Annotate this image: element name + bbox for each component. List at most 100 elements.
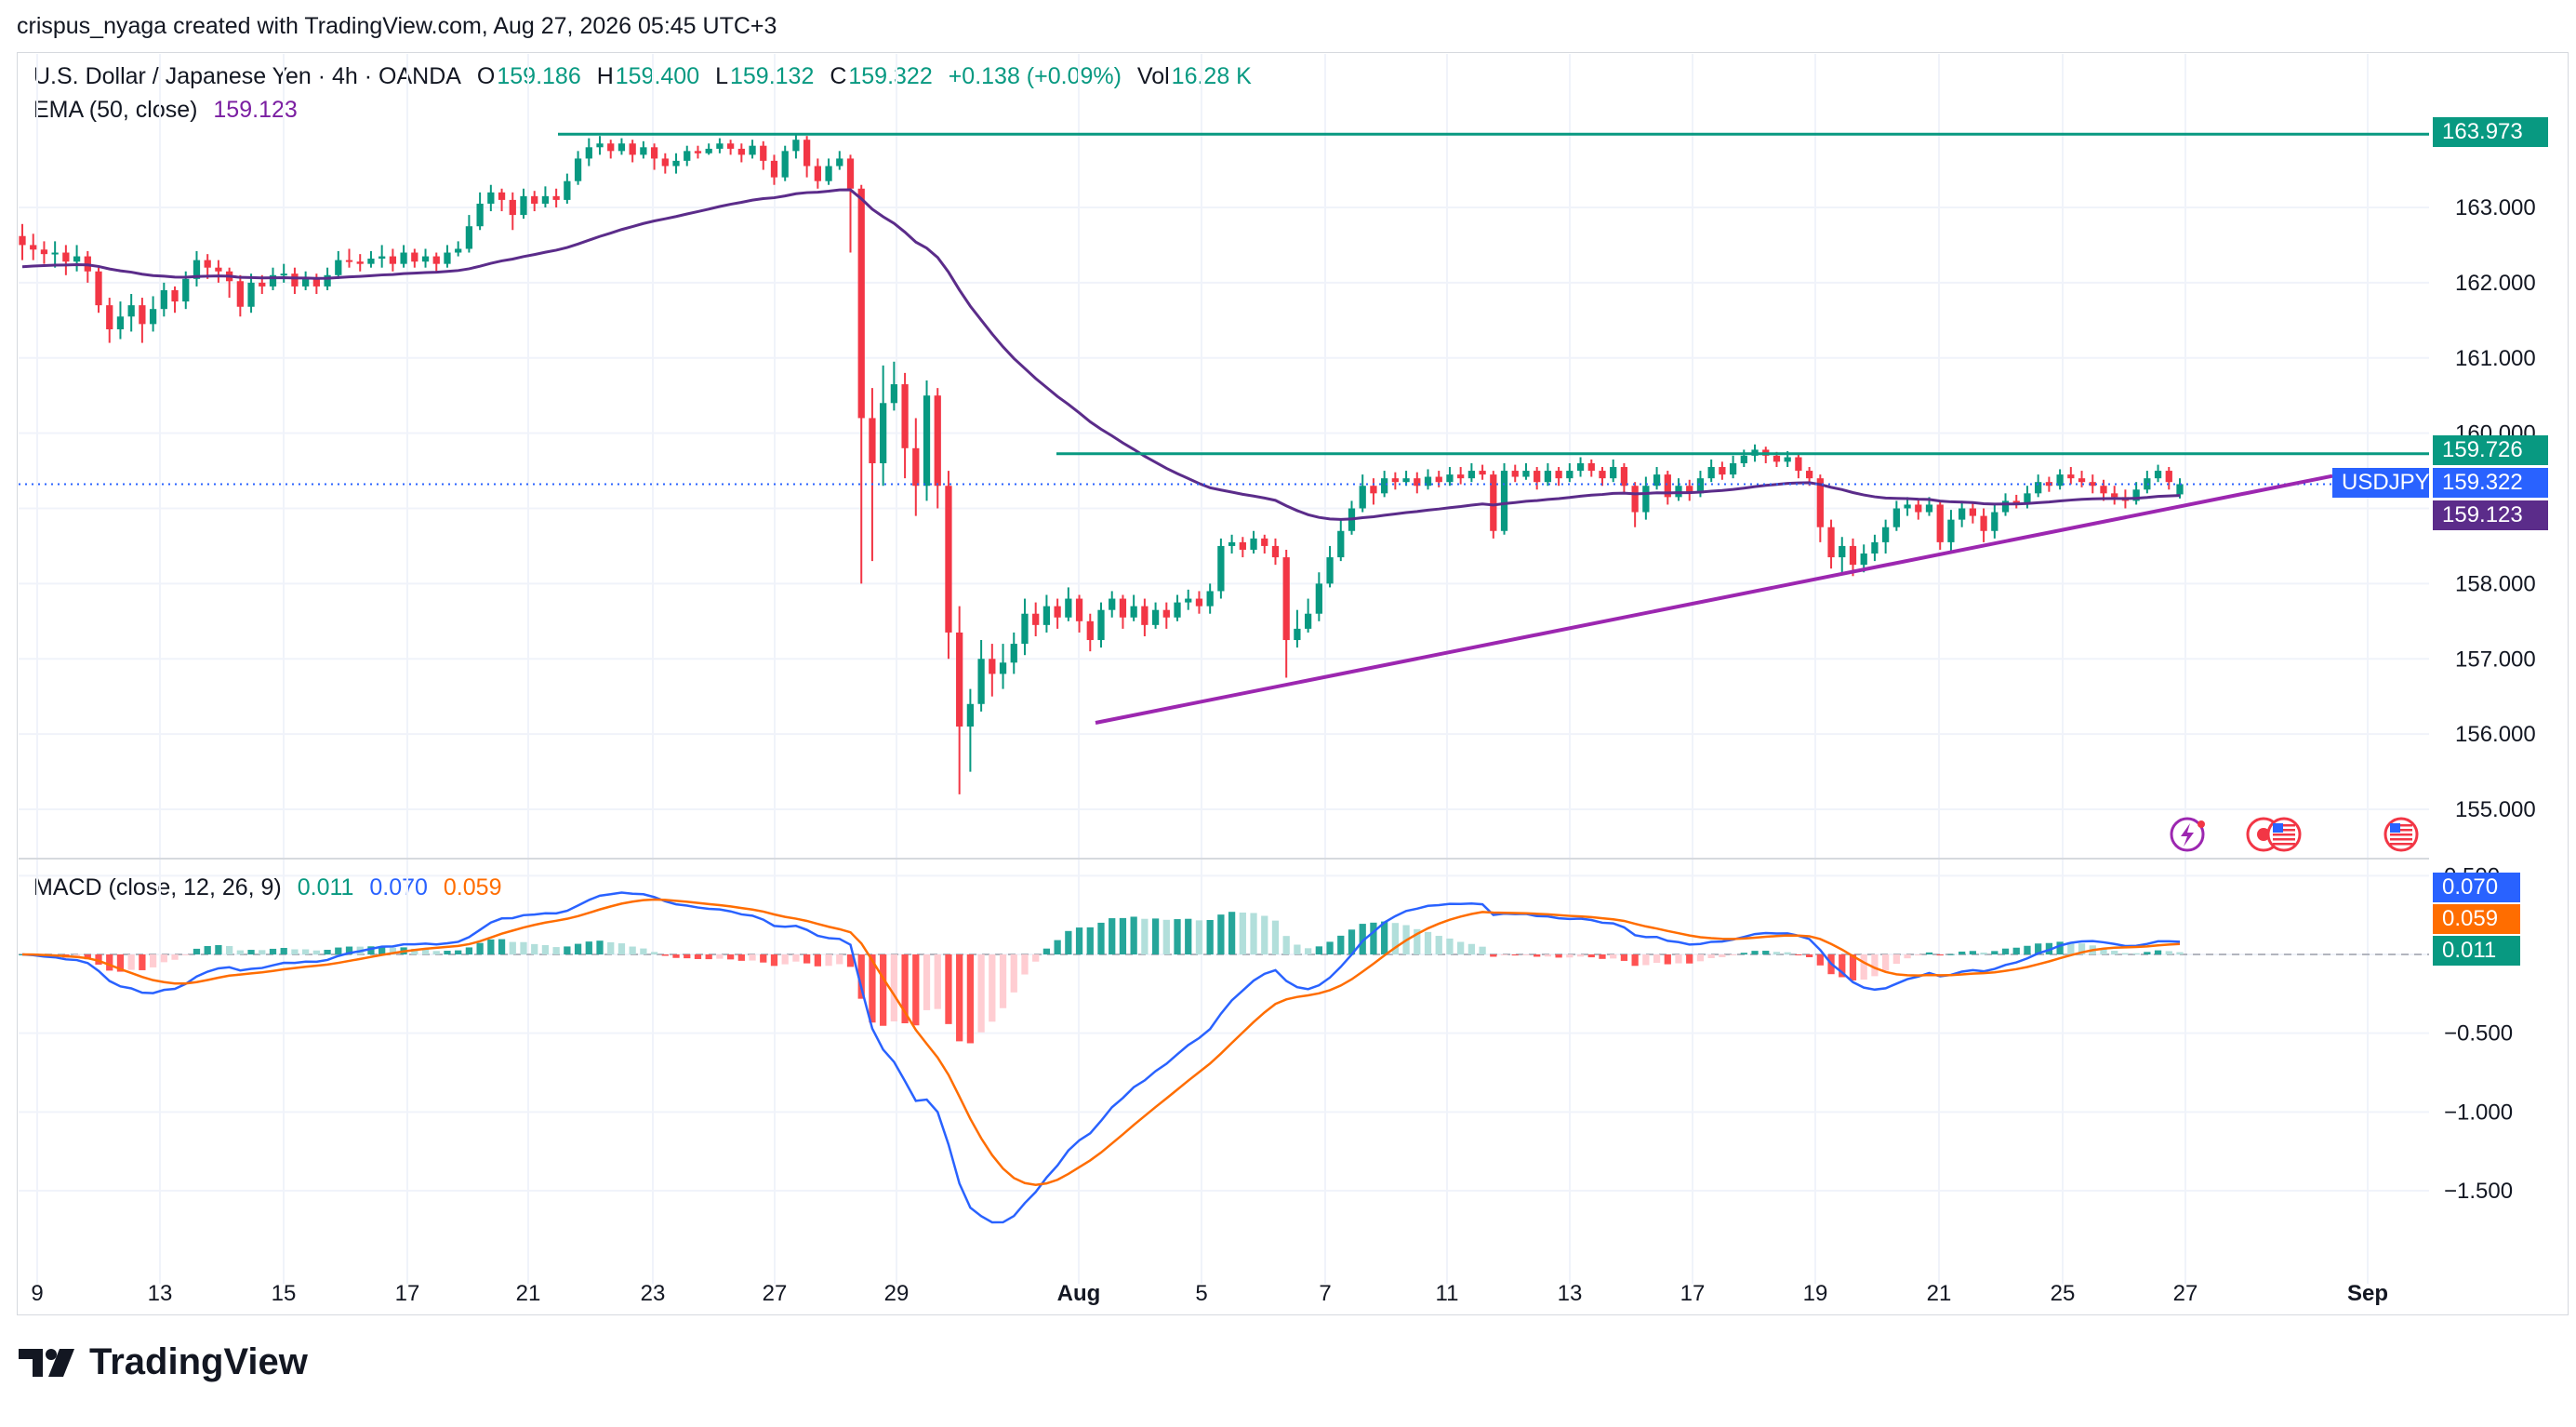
macd-histogram-bar [1348, 929, 1356, 954]
candle-body [825, 166, 832, 181]
macd-histogram-bar [1805, 954, 1813, 957]
candle-body [1631, 486, 1639, 513]
candle-body [1021, 613, 1029, 645]
candle-body [345, 260, 353, 262]
candle-body [1141, 606, 1149, 625]
flag-icon-dot [2257, 828, 2270, 841]
candle-body [1261, 538, 1268, 546]
macd-histogram-bar [1566, 954, 1573, 958]
candle-body [1740, 455, 1747, 463]
macd-histogram-bar [215, 944, 222, 954]
candle-body [880, 403, 887, 463]
candle-body [989, 659, 996, 674]
macd-histogram-bar [716, 954, 724, 959]
macd-histogram-bar [2144, 952, 2151, 954]
candle-body [1653, 474, 1661, 487]
candle-body [1587, 462, 1595, 472]
candle-body [1719, 467, 1726, 475]
macd-histogram-bar [857, 954, 865, 999]
macd-histogram-bar [269, 948, 277, 954]
candle-body [814, 166, 821, 181]
candle-body [432, 256, 440, 264]
candle-body [1359, 486, 1366, 509]
candle-body [781, 151, 789, 178]
candle-body [1892, 508, 1900, 527]
macd-line-value: 0.070 [369, 874, 428, 900]
candle-body [2144, 478, 2151, 490]
macd-histogram-bar [650, 952, 658, 954]
macd-histogram-bar [541, 944, 550, 954]
macd-histogram-bar [225, 946, 233, 954]
macd-histogram-bar [912, 954, 920, 1026]
candle-body [836, 158, 843, 167]
candle-body [1947, 519, 1955, 542]
candle-body [236, 281, 244, 307]
macd-histogram-bar [1424, 931, 1432, 954]
candle-body [19, 235, 26, 246]
time-tick-label: Sep [2347, 1281, 2388, 1306]
macd-histogram-bar [607, 941, 615, 954]
macd-histogram-bar [1576, 954, 1585, 957]
candle-body [1969, 508, 1977, 516]
candle-body [1610, 467, 1617, 479]
macd-histogram-bar [1294, 944, 1301, 954]
macd-histogram-bar [1490, 954, 1497, 957]
price-tick-label: 155.000 [2455, 797, 2536, 822]
macd-histogram-bar [84, 954, 91, 960]
time-tick-label: 15 [272, 1281, 297, 1306]
macd-histogram-bar [1457, 941, 1465, 954]
candle-body [247, 282, 255, 307]
us-flag-event-icon [2383, 817, 2419, 852]
macd-histogram-bar [1010, 954, 1017, 993]
macd-histogram-bar [574, 943, 582, 954]
macd-histogram-bar [2078, 943, 2086, 954]
lightning-icon-bolt [2181, 823, 2194, 847]
gridlines [19, 54, 2429, 1284]
candle-body [1696, 478, 1705, 494]
candle-body [901, 384, 909, 448]
candle-body [945, 486, 952, 633]
macd-histogram-bar [498, 939, 506, 954]
macd-histogram-bar [2111, 951, 2118, 954]
time-tick-label: 9 [31, 1281, 43, 1306]
macd-histogram-bar [640, 948, 647, 954]
candle-body [760, 145, 767, 161]
macd-tick-label: −1.500 [2444, 1179, 2513, 1204]
candle-body [803, 140, 811, 167]
candle-body [1871, 541, 1879, 554]
macd-histogram-bar [2035, 943, 2042, 954]
time-tick-label: 27 [2173, 1281, 2198, 1306]
macd-histogram-bar [1185, 918, 1192, 954]
candle-body [956, 632, 963, 727]
time-tick-label: 19 [1803, 1281, 1828, 1306]
macd-histogram-bar [945, 954, 952, 1024]
macd-histogram-bar [1631, 954, 1639, 967]
candle-body [302, 278, 310, 287]
candlesticks [19, 135, 2184, 794]
price-tick-label: 157.000 [2455, 647, 2536, 672]
macd-histogram-bar [2100, 948, 2107, 954]
tradingview-logo[interactable]: TradingView [19, 1341, 308, 1383]
macd-histogram-bar [977, 954, 985, 1033]
ema-line [21, 188, 2181, 521]
macd-histogram-bar [564, 946, 571, 954]
macd-histogram-bar [2001, 948, 2010, 954]
candle-body [1381, 478, 1388, 494]
macd-histogram-bar [1849, 954, 1857, 980]
macd-line [21, 891, 2181, 1224]
low-label: L [715, 63, 728, 89]
time-tick-label: 23 [641, 1281, 666, 1306]
macd-histogram-bar [1653, 954, 1661, 964]
candle-body [1054, 606, 1061, 618]
macd-histogram-bar [1021, 954, 1029, 975]
candle-body [487, 192, 495, 204]
macd-histogram-bar [411, 948, 418, 954]
candle-body [127, 305, 135, 317]
macd-histogram-bar [1467, 943, 1476, 954]
macd-histogram-bar [726, 954, 735, 960]
candle-body [1162, 609, 1170, 618]
signal-line [21, 898, 2181, 1186]
candle-body [356, 261, 364, 264]
candle-body [1174, 602, 1181, 618]
